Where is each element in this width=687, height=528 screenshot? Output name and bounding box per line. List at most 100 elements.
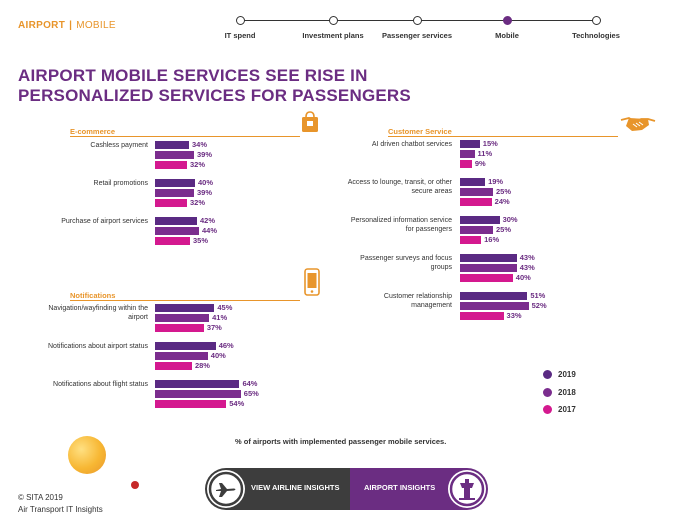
- bar-2017: [155, 237, 190, 245]
- decorative-sphere: [68, 436, 106, 474]
- data-label-2018: 11%: [477, 149, 493, 158]
- legend-label-2017: 2017: [558, 405, 576, 414]
- data-label-2018: 43%: [519, 263, 535, 272]
- page-title-line-2: PERSONALIZED SERVICES FOR PASSENGERS: [18, 86, 411, 105]
- data-label-2019: 30%: [502, 215, 518, 224]
- airplane-icon: [207, 470, 245, 508]
- subsection-label: MOBILE: [76, 20, 116, 31]
- data-label-2017: 33%: [506, 311, 522, 320]
- nav-item-0[interactable]: IT spend: [224, 31, 256, 40]
- data-label-2019: 19%: [488, 177, 504, 186]
- data-label-2017: 32%: [190, 198, 206, 207]
- page-title: AIRPORT MOBILE SERVICES SEE RISE IN PERS…: [18, 66, 411, 106]
- legend-dot-2019: [543, 370, 552, 379]
- data-label-2019: 64%: [242, 379, 258, 388]
- data-label-2017: 35%: [193, 236, 209, 245]
- category-label: Personalized information service for pas…: [350, 217, 452, 233]
- data-label-2019: 15%: [482, 139, 498, 148]
- notifications-title: Notifications: [70, 291, 116, 300]
- data-label-2017: 32%: [190, 160, 206, 169]
- bar-2018: [155, 227, 199, 235]
- bar-2018: [460, 302, 529, 310]
- bar-2019: [460, 254, 517, 262]
- airport-insights-label: AIRPORT INSIGHTS: [364, 483, 436, 492]
- category-label: Customer relationship management: [383, 293, 452, 309]
- bar-2017: [460, 274, 513, 282]
- bar-2018: [155, 352, 208, 360]
- data-label-2019: 42%: [200, 216, 216, 225]
- nav-dot-2[interactable]: [412, 16, 422, 25]
- bar-2017: [155, 324, 204, 332]
- category-label: Purchase of airport services: [61, 218, 148, 225]
- data-label-2019: 34%: [192, 140, 208, 149]
- data-label-2017: 9%: [474, 159, 486, 168]
- publisher-line: Air Transport IT Insights: [18, 505, 103, 514]
- bar-2017: [155, 199, 187, 207]
- bar-2017: [155, 161, 187, 169]
- nav-dot-4[interactable]: [591, 16, 601, 25]
- insights-cta: VIEW AIRLINE INSIGHTS AIRPORT INSIGHTS: [205, 468, 488, 510]
- bar-2019: [460, 140, 480, 148]
- nav-dot-3[interactable]: [502, 16, 512, 25]
- nav-dot-0[interactable]: [235, 16, 245, 25]
- category-label: Retail promotions: [93, 180, 148, 187]
- ecommerce-title: E-commerce: [70, 127, 116, 136]
- data-label-2018: 39%: [197, 150, 213, 159]
- copyright-line: © SITA 2019: [18, 493, 63, 502]
- data-label-2018: 39%: [197, 188, 213, 197]
- bar-2017: [460, 312, 504, 320]
- data-label-2017: 40%: [515, 273, 531, 282]
- control-tower-icon: [448, 470, 486, 508]
- data-label-2019: 46%: [218, 341, 234, 350]
- data-label-2019: 45%: [217, 303, 233, 312]
- bar-2018: [460, 226, 493, 234]
- nav-item-4[interactable]: Technologies: [572, 31, 620, 40]
- data-label-2019: 40%: [198, 178, 214, 187]
- data-label-2019: 51%: [530, 291, 546, 300]
- data-label-2017: 28%: [194, 361, 210, 370]
- bar-2019: [155, 141, 189, 149]
- data-label-2017: 16%: [484, 235, 500, 244]
- bar-2019: [155, 304, 215, 312]
- smartphone-icon: [302, 268, 322, 301]
- data-label-2018: 25%: [496, 225, 512, 234]
- airport-insights-button[interactable]: AIRPORT INSIGHTS: [350, 468, 488, 510]
- bar-2018: [155, 390, 241, 398]
- bar-2019: [460, 178, 486, 186]
- footnote: % of airports with implemented passenger…: [235, 437, 447, 446]
- nav-item-2[interactable]: Passenger services: [381, 31, 453, 40]
- category-label: Cashless payment: [90, 142, 148, 149]
- legend-label-2019: 2019: [558, 370, 576, 379]
- view-airline-insights-label: VIEW AIRLINE INSIGHTS: [251, 483, 340, 492]
- bar-2017: [155, 362, 192, 370]
- copyright: © SITA 2019 Air Transport IT Insights: [18, 492, 103, 516]
- notifications-rule: [70, 300, 300, 301]
- data-label-2017: 37%: [206, 323, 222, 332]
- category-label: Navigation/wayfinding within the airport: [48, 305, 148, 321]
- nav-dot-1[interactable]: [328, 16, 338, 25]
- category-label: Access to lounge, transit, or other secu…: [347, 179, 452, 195]
- legend-dot-2018: [543, 388, 552, 397]
- section-separator: |: [69, 20, 73, 31]
- shopping-bag-icon: [300, 110, 320, 139]
- data-label-2018: 41%: [212, 313, 228, 322]
- bar-2019: [155, 380, 240, 388]
- bar-2019: [155, 179, 195, 187]
- customer-service-title: Customer Service: [388, 127, 452, 136]
- data-label-2018: 44%: [202, 226, 218, 235]
- bar-2017: [460, 198, 492, 206]
- page-title-line-1: AIRPORT MOBILE SERVICES SEE RISE IN: [18, 66, 368, 85]
- nav-item-1[interactable]: Investment plans: [302, 31, 364, 40]
- bar-2018: [460, 188, 493, 196]
- ecommerce-rule: [70, 136, 300, 137]
- bar-2018: [155, 314, 210, 322]
- data-label-2017: 54%: [229, 399, 245, 408]
- view-airline-insights-button[interactable]: VIEW AIRLINE INSIGHTS: [205, 468, 350, 510]
- data-label-2018: 52%: [531, 301, 547, 310]
- bar-2017: [460, 236, 482, 244]
- legend-dot-2017: [543, 405, 552, 414]
- nav-item-3[interactable]: Mobile: [495, 31, 519, 40]
- bar-2017: [155, 400, 227, 408]
- bar-2018: [460, 150, 475, 158]
- bar-2018: [155, 151, 194, 159]
